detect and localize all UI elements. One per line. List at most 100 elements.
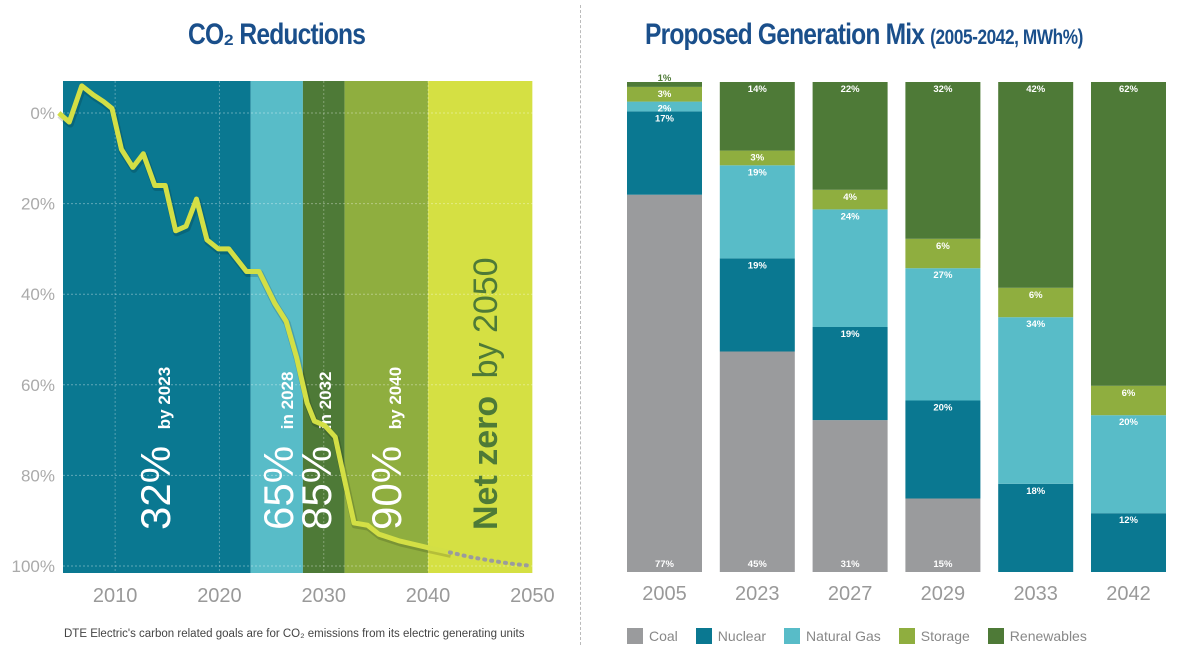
- x-tick-label: 2040: [406, 585, 451, 607]
- section-divider: [580, 5, 581, 645]
- y-tick-label: 0%: [30, 104, 55, 123]
- legend-item: Natural Gas: [784, 628, 881, 644]
- legend-item: Nuclear: [695, 628, 767, 644]
- right-title-subtitle: (2005-2042, MWh%): [930, 26, 1084, 49]
- legend: Coal Nuclear Natural Gas Storage Renewables: [627, 628, 1087, 644]
- bar-segment-storage: [627, 86, 702, 102]
- legend-label: Natural Gas: [806, 628, 881, 644]
- band-4: [428, 81, 533, 573]
- footnote: DTE Electric's carbon related goals are …: [64, 628, 525, 640]
- legend-label: Storage: [920, 628, 970, 644]
- bar-segment-nuclear: [719, 258, 795, 352]
- legend-item: Storage: [898, 628, 970, 644]
- right-title-text: Proposed Generation Mix: [645, 18, 925, 51]
- bar-segment-renewables: [812, 82, 888, 190]
- bar-segment-renewables: [627, 82, 702, 87]
- right-chart-title: Proposed Generation Mix (2005-2042, MWh%…: [645, 18, 1083, 52]
- band-caption: by 2023: [155, 367, 174, 434]
- data-label: 42%: [1026, 84, 1046, 95]
- band-caption: by 2040: [386, 367, 405, 434]
- legend-swatch: [627, 628, 643, 644]
- band-label-1: 65% in 2028: [255, 372, 302, 530]
- data-label: 12%: [1119, 515, 1139, 526]
- band-caption: in 2028: [278, 372, 297, 434]
- bar-segment-natural-gas: [998, 317, 1074, 484]
- bar-segment-nuclear: [812, 327, 888, 421]
- bar-segment-nuclear: [905, 400, 981, 499]
- data-label: 32%: [933, 84, 953, 95]
- band-1: [250, 81, 303, 573]
- bar-segment-natural-gas: [627, 101, 702, 112]
- band-value: 90%: [363, 446, 410, 530]
- data-label: 19%: [748, 260, 768, 271]
- y-tick-label: 60%: [21, 376, 55, 395]
- y-tick-label: 40%: [21, 285, 55, 304]
- data-label: 3%: [750, 153, 764, 164]
- bar-segment-coal: [905, 498, 981, 572]
- bar-segment-storage: [719, 150, 795, 166]
- band-label-4: Net zero by 2050: [467, 257, 505, 530]
- legend-swatch: [898, 628, 915, 644]
- data-label: 45%: [748, 559, 768, 570]
- x-tick-label: 2020: [197, 585, 242, 607]
- data-label: 24%: [841, 211, 861, 222]
- band-label-2: 85% in 2032: [293, 372, 340, 530]
- data-label: 77%: [655, 559, 675, 570]
- x-category-label: 2033: [1013, 583, 1058, 605]
- data-label: 6%: [936, 241, 950, 252]
- data-label: 18%: [1026, 486, 1046, 497]
- band-3: [344, 81, 429, 573]
- band-label-0: 32% by 2023: [132, 367, 179, 530]
- legend-item: Renewables: [987, 628, 1087, 644]
- band-2: [302, 81, 345, 573]
- band-caption: in 2032: [316, 372, 335, 434]
- legend-item: Coal: [627, 628, 678, 644]
- legend-swatch: [987, 628, 1004, 644]
- band-value: Net zero: [467, 396, 505, 530]
- bar-segment-natural-gas: [1091, 415, 1166, 514]
- data-label: 6%: [1029, 290, 1043, 301]
- bar-segment-natural-gas: [812, 209, 888, 327]
- reduction-line: [57, 83, 451, 555]
- x-category-label: 2027: [828, 583, 873, 605]
- bar-segment-storage: [998, 287, 1074, 318]
- data-label: 62%: [1119, 84, 1139, 95]
- bar-segment-storage: [1091, 385, 1166, 416]
- band-value: 85%: [293, 446, 340, 530]
- band-caption: by 2050: [467, 257, 505, 387]
- data-label: 2%: [658, 104, 672, 115]
- x-category-label: 2005: [642, 583, 687, 605]
- bar-segment-renewables: [905, 82, 981, 239]
- x-category-label: 2029: [921, 583, 966, 605]
- legend-label: Nuclear: [717, 628, 767, 644]
- bar-segment-natural-gas: [905, 268, 981, 401]
- data-label: 19%: [748, 167, 768, 178]
- band-label-3: 90% by 2040: [363, 367, 410, 530]
- x-category-label: 2042: [1106, 583, 1151, 605]
- band-value: 65%: [255, 446, 302, 530]
- bar-segment-coal: [719, 351, 795, 572]
- bar-segment-coal: [812, 420, 888, 572]
- data-label: 20%: [933, 403, 953, 414]
- bar-segment-renewables: [719, 82, 795, 151]
- data-label: 34%: [1026, 319, 1046, 330]
- bar-segment-storage: [905, 238, 981, 269]
- x-tick-label: 2030: [302, 585, 347, 607]
- bar-segment-nuclear: [1091, 513, 1166, 572]
- legend-label: Coal: [649, 628, 678, 644]
- bar-segment-renewables: [1091, 82, 1166, 386]
- bar-segment-coal: [627, 194, 702, 572]
- data-label: 3%: [658, 89, 672, 100]
- bar-segment-nuclear: [627, 111, 702, 195]
- projected-line: [447, 550, 535, 568]
- x-category-label: 2023: [735, 583, 780, 605]
- legend-swatch: [784, 628, 801, 644]
- x-tick-label: 2010: [93, 585, 138, 607]
- y-tick-label: 100%: [12, 557, 55, 576]
- bar-segment-nuclear: [998, 483, 1074, 572]
- legend-label: Renewables: [1009, 628, 1087, 644]
- data-label: 27%: [933, 270, 953, 281]
- data-label: 6%: [1122, 388, 1136, 399]
- y-tick-label: 20%: [21, 195, 55, 214]
